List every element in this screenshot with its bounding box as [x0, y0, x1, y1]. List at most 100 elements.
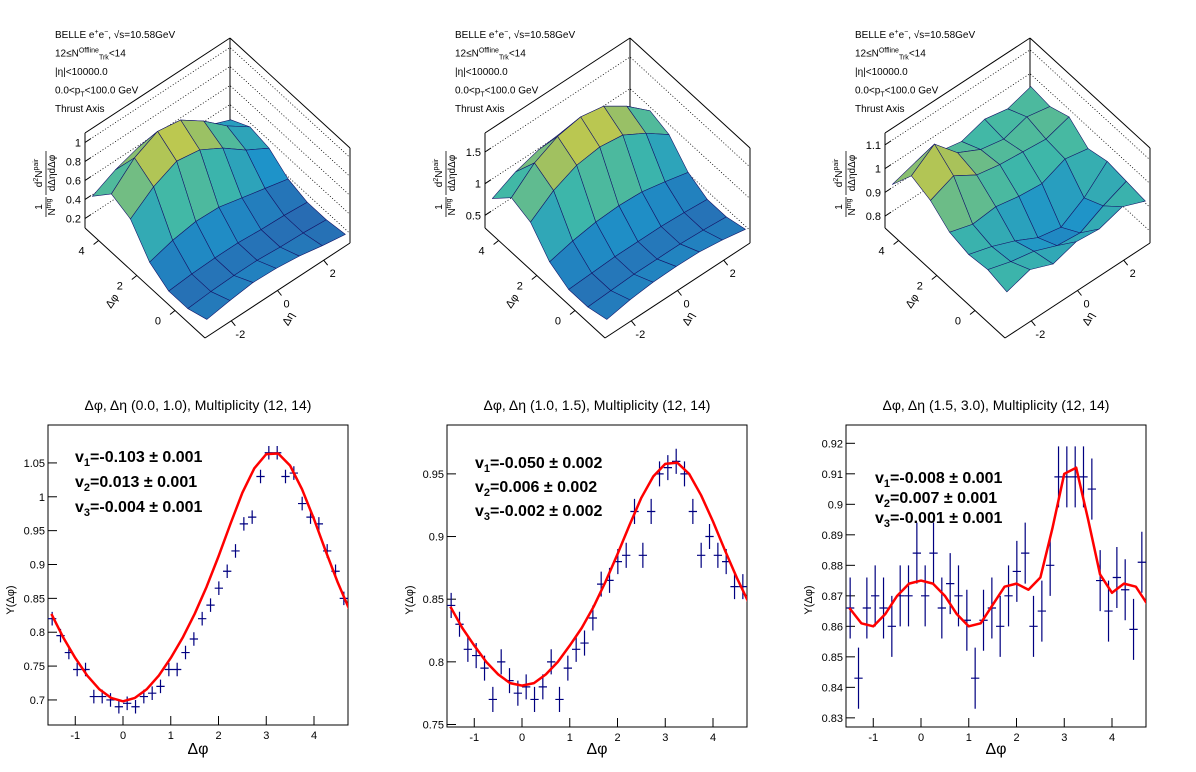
info-line: 12≤NOfflineTrk<14: [55, 48, 126, 62]
text-part: N: [47, 208, 58, 215]
text-part: d: [434, 182, 445, 188]
text-part: Offline: [479, 48, 499, 55]
data-point: [106, 693, 115, 707]
text-part: N: [34, 170, 45, 177]
text-part: Offline: [79, 48, 99, 55]
x-tick: [131, 275, 138, 280]
data-point: [114, 699, 124, 714]
fit-result: v3=-0.004 ± 0.001: [75, 499, 203, 519]
fit-result: v1=-0.008 ± 0.001: [875, 470, 1003, 490]
fraction-denominator: dΔηdΔφ: [47, 154, 58, 191]
text-part: Thrust Axis: [455, 104, 504, 115]
y-tick-label: 0.91: [822, 469, 843, 481]
y-tick-label: 0.9: [828, 499, 843, 511]
y-axis-title: Δη: [680, 310, 697, 328]
text-part: 2: [84, 482, 90, 494]
text-part: <100.0 GeV: [885, 86, 939, 97]
data-point: [298, 496, 307, 511]
z-tick: [884, 187, 892, 193]
z-tick: [84, 138, 92, 143]
fraction-denominator: Ntrig: [846, 198, 858, 215]
data-point: [921, 565, 930, 627]
z-grid-line: [84, 65, 351, 177]
info-line: 12≤NOfflineTrk<14: [455, 48, 526, 62]
plot-frame: [47, 424, 349, 726]
data-point: [538, 674, 547, 700]
x-tick-label: 4: [479, 245, 485, 257]
info-line: 0.0<pT<100.0 GeV: [855, 86, 939, 99]
x-tick-label: 4: [879, 245, 885, 257]
fraction-denominator: dΔηdΔφ: [447, 154, 458, 191]
x-tick-label: -1: [868, 732, 878, 744]
text-part: BELLE e: [855, 30, 895, 41]
text-part: 2: [833, 178, 840, 182]
data-point: [231, 544, 240, 558]
y-tick-label: 0.83: [822, 713, 843, 725]
x-tick: [893, 240, 899, 245]
axis-line: [84, 227, 206, 339]
y-axis-title: Δη: [280, 310, 297, 328]
info-line: BELLE e+e−, √s=10.58GeV: [455, 29, 575, 41]
z-grid-line: [84, 84, 351, 196]
fraction-denominator: Ntrig: [446, 198, 458, 215]
data-point: [663, 455, 672, 481]
data-point: [638, 542, 648, 568]
z-tick: [84, 157, 92, 162]
fraction-numerator: d2Npair: [33, 158, 45, 187]
x-tick: [493, 240, 499, 245]
text-part: v: [75, 449, 84, 466]
x-tick-label: 2: [517, 280, 523, 292]
text-part: |η|<10000.0: [855, 67, 908, 78]
text-part: v: [75, 499, 84, 516]
x-tick-label: 3: [662, 732, 668, 744]
data-point: [1137, 531, 1146, 593]
fit-result: v3=-0.001 ± 0.001: [875, 510, 1003, 530]
text-part: 2: [484, 487, 490, 499]
text-part: trig: [846, 198, 853, 208]
data-point: [214, 581, 223, 595]
x-tick-label: 0: [155, 315, 161, 327]
z-grid-line: [484, 56, 751, 168]
text-part: v: [875, 470, 884, 487]
x-tick-label: 3: [1061, 732, 1067, 744]
y-tick: [1077, 290, 1082, 296]
text-part: N: [847, 208, 858, 215]
data-point: [971, 647, 980, 709]
x-tick-label: 0: [955, 315, 961, 327]
info-line: |η|<10000.0: [855, 67, 908, 78]
text-part: Thrust Axis: [55, 104, 104, 115]
z-tick-label: 0.6: [66, 176, 81, 188]
data-point: [680, 461, 689, 487]
y-tick: [630, 320, 636, 327]
info-line: 0.0<pT<100.0 GeV: [455, 86, 539, 99]
info-line: |η|<10000.0: [55, 67, 108, 78]
text-part: 12≤N: [855, 49, 879, 60]
fraction-numerator: d2Npair: [833, 158, 845, 187]
data-point: [555, 686, 564, 712]
text-part: v: [475, 503, 484, 520]
y-tick-label: 0.89: [822, 530, 843, 542]
data-point: [148, 686, 157, 700]
data-point: [1029, 595, 1038, 657]
text-part: 0.0<p: [455, 86, 481, 97]
text-part: v: [475, 479, 484, 496]
data-point: [223, 564, 232, 579]
z-grid-line: [884, 49, 1151, 161]
text-part: 2: [33, 178, 40, 182]
data-point: [879, 577, 888, 639]
text-part: =-0.008 ± 0.001: [890, 470, 1003, 487]
text-part: =0.006 ± 0.002: [490, 479, 597, 496]
y-tick-label: 2: [730, 268, 736, 280]
chart-title: Δφ, Δη (1.5, 3.0), Multiplicity (12, 14): [883, 397, 1110, 413]
y-tick-label: 0: [283, 299, 289, 311]
box-edge: [229, 37, 351, 149]
text-part: =-0.050 ± 0.002: [490, 455, 603, 472]
axis-line: [884, 227, 1006, 339]
text-part: BELLE e: [55, 30, 95, 41]
chart-title: Δφ, Δη (1.0, 1.5), Multiplicity (12, 14): [484, 397, 711, 413]
data-point: [647, 498, 656, 524]
x-tick-label: 0: [918, 732, 924, 744]
z-tick: [884, 164, 892, 170]
data-point: [522, 674, 531, 700]
y-tick-label: 0.9: [30, 560, 45, 572]
